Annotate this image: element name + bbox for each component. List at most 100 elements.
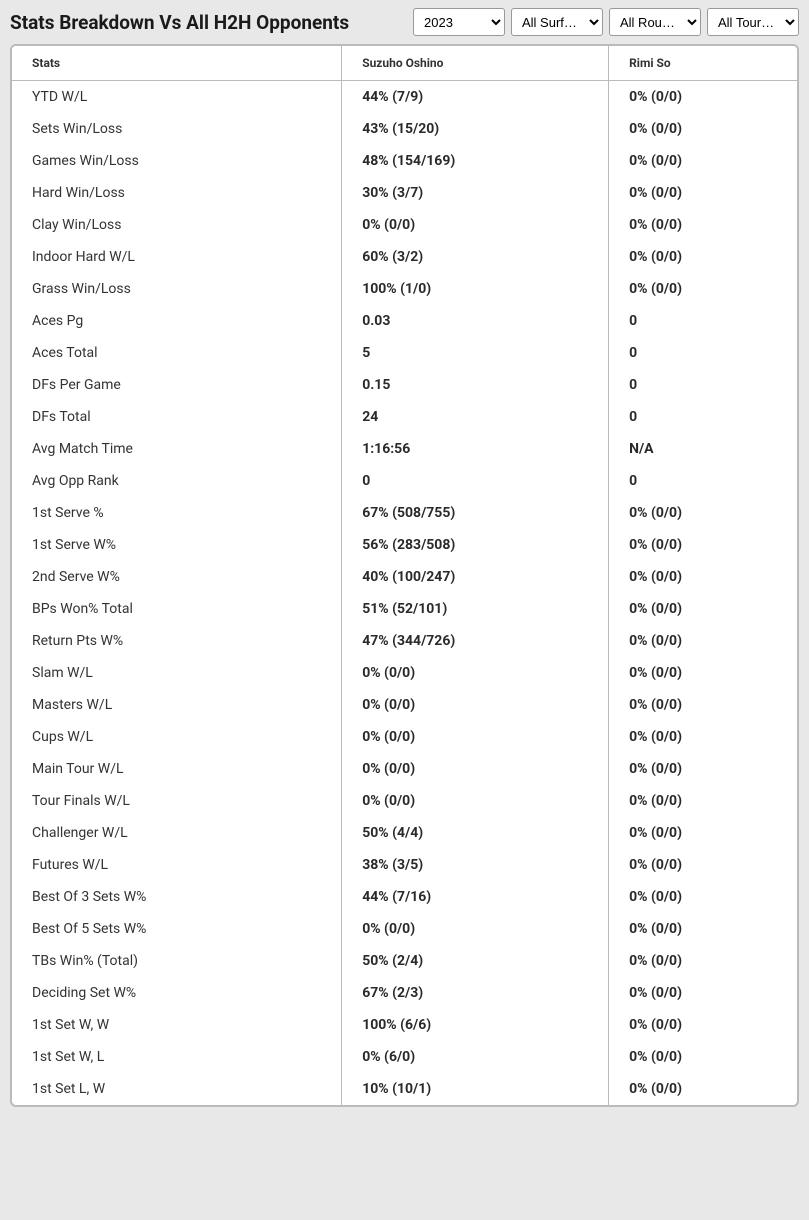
player2-value: 0% (0/0) bbox=[609, 1041, 797, 1073]
stat-label: 1st Set W, L bbox=[12, 1041, 342, 1073]
player2-value: 0% (0/0) bbox=[609, 497, 797, 529]
stat-label: DFs Per Game bbox=[12, 369, 342, 401]
table-row: YTD W/L44% (7/9)0% (0/0) bbox=[12, 81, 797, 114]
table-row: 1st Set W, W100% (6/6)0% (0/0) bbox=[12, 1009, 797, 1041]
stat-label: Best Of 3 Sets W% bbox=[12, 881, 342, 913]
tour-filter[interactable]: All Tour… bbox=[707, 8, 799, 36]
table-row: Best Of 5 Sets W%0% (0/0)0% (0/0) bbox=[12, 913, 797, 945]
table-row: Indoor Hard W/L60% (3/2)0% (0/0) bbox=[12, 241, 797, 273]
stat-label: Slam W/L bbox=[12, 657, 342, 689]
table-header-row: Stats Suzuho Oshino Rimi So bbox=[12, 46, 797, 81]
player2-value: 0% (0/0) bbox=[609, 113, 797, 145]
table-row: Cups W/L0% (0/0)0% (0/0) bbox=[12, 721, 797, 753]
player2-value: 0% (0/0) bbox=[609, 593, 797, 625]
player2-value: 0 bbox=[609, 465, 797, 497]
table-row: Tour Finals W/L0% (0/0)0% (0/0) bbox=[12, 785, 797, 817]
player2-value: N/A bbox=[609, 433, 797, 465]
player2-value: 0% (0/0) bbox=[609, 529, 797, 561]
stat-label: Avg Match Time bbox=[12, 433, 342, 465]
player2-value: 0% (0/0) bbox=[609, 945, 797, 977]
player2-value: 0 bbox=[609, 401, 797, 433]
stat-label: 1st Serve W% bbox=[12, 529, 342, 561]
player1-value: 67% (508/755) bbox=[342, 497, 609, 529]
table-row: 1st Serve W%56% (283/508)0% (0/0) bbox=[12, 529, 797, 561]
table-row: Best Of 3 Sets W%44% (7/16)0% (0/0) bbox=[12, 881, 797, 913]
table-row: BPs Won% Total51% (52/101)0% (0/0) bbox=[12, 593, 797, 625]
player1-value: 67% (2/3) bbox=[342, 977, 609, 1009]
player1-value: 24 bbox=[342, 401, 609, 433]
player1-value: 0% (6/0) bbox=[342, 1041, 609, 1073]
player1-value: 0.03 bbox=[342, 305, 609, 337]
col-header-stats: Stats bbox=[12, 46, 342, 81]
player2-value: 0% (0/0) bbox=[609, 977, 797, 1009]
table-row: Avg Match Time1:16:56N/A bbox=[12, 433, 797, 465]
table-row: 1st Serve %67% (508/755)0% (0/0) bbox=[12, 497, 797, 529]
page-title: Stats Breakdown Vs All H2H Opponents bbox=[10, 11, 349, 34]
stat-label: Aces Pg bbox=[12, 305, 342, 337]
table-row: Games Win/Loss48% (154/169)0% (0/0) bbox=[12, 145, 797, 177]
player2-value: 0% (0/0) bbox=[609, 753, 797, 785]
stat-label: Indoor Hard W/L bbox=[12, 241, 342, 273]
table-row: Avg Opp Rank00 bbox=[12, 465, 797, 497]
player2-value: 0% (0/0) bbox=[609, 817, 797, 849]
player2-value: 0% (0/0) bbox=[609, 145, 797, 177]
player1-value: 47% (344/726) bbox=[342, 625, 609, 657]
table-row: Hard Win/Loss30% (3/7)0% (0/0) bbox=[12, 177, 797, 209]
filter-group: 2023 All Surf… All Rou… All Tour… bbox=[413, 8, 799, 36]
table-row: TBs Win% (Total)50% (2/4)0% (0/0) bbox=[12, 945, 797, 977]
col-header-player2: Rimi So bbox=[609, 46, 797, 81]
player2-value: 0 bbox=[609, 369, 797, 401]
table-row: Slam W/L0% (0/0)0% (0/0) bbox=[12, 657, 797, 689]
table-row: Deciding Set W%67% (2/3)0% (0/0) bbox=[12, 977, 797, 1009]
stat-label: DFs Total bbox=[12, 401, 342, 433]
table-row: DFs Total240 bbox=[12, 401, 797, 433]
player1-value: 43% (15/20) bbox=[342, 113, 609, 145]
stat-label: 1st Set L, W bbox=[12, 1073, 342, 1105]
player2-value: 0% (0/0) bbox=[609, 177, 797, 209]
table-row: DFs Per Game0.150 bbox=[12, 369, 797, 401]
stat-label: Clay Win/Loss bbox=[12, 209, 342, 241]
player2-value: 0% (0/0) bbox=[609, 1009, 797, 1041]
player1-value: 5 bbox=[342, 337, 609, 369]
player1-value: 0% (0/0) bbox=[342, 209, 609, 241]
table-row: Clay Win/Loss0% (0/0)0% (0/0) bbox=[12, 209, 797, 241]
table-row: Sets Win/Loss43% (15/20)0% (0/0) bbox=[12, 113, 797, 145]
stat-label: Deciding Set W% bbox=[12, 977, 342, 1009]
player2-value: 0% (0/0) bbox=[609, 81, 797, 114]
player1-value: 51% (52/101) bbox=[342, 593, 609, 625]
player1-value: 0% (0/0) bbox=[342, 689, 609, 721]
stats-table-container: Stats Suzuho Oshino Rimi So YTD W/L44% (… bbox=[10, 44, 799, 1107]
player2-value: 0% (0/0) bbox=[609, 273, 797, 305]
table-row: Challenger W/L50% (4/4)0% (0/0) bbox=[12, 817, 797, 849]
table-row: 1st Set L, W10% (10/1)0% (0/0) bbox=[12, 1073, 797, 1105]
player2-value: 0 bbox=[609, 337, 797, 369]
stat-label: Avg Opp Rank bbox=[12, 465, 342, 497]
player2-value: 0% (0/0) bbox=[609, 721, 797, 753]
player2-value: 0% (0/0) bbox=[609, 913, 797, 945]
player1-value: 50% (4/4) bbox=[342, 817, 609, 849]
surface-filter[interactable]: All Surf… bbox=[511, 8, 603, 36]
player1-value: 40% (100/247) bbox=[342, 561, 609, 593]
player2-value: 0% (0/0) bbox=[609, 1073, 797, 1105]
stat-label: BPs Won% Total bbox=[12, 593, 342, 625]
player2-value: 0% (0/0) bbox=[609, 241, 797, 273]
year-filter[interactable]: 2023 bbox=[413, 8, 505, 36]
stat-label: Best Of 5 Sets W% bbox=[12, 913, 342, 945]
player2-value: 0% (0/0) bbox=[609, 849, 797, 881]
stat-label: YTD W/L bbox=[12, 81, 342, 114]
player1-value: 0% (0/0) bbox=[342, 657, 609, 689]
player1-value: 0% (0/0) bbox=[342, 721, 609, 753]
table-row: Futures W/L38% (3/5)0% (0/0) bbox=[12, 849, 797, 881]
table-row: Aces Total50 bbox=[12, 337, 797, 369]
player2-value: 0% (0/0) bbox=[609, 625, 797, 657]
stat-label: Aces Total bbox=[12, 337, 342, 369]
stat-label: Sets Win/Loss bbox=[12, 113, 342, 145]
round-filter[interactable]: All Rou… bbox=[609, 8, 701, 36]
table-row: Aces Pg0.030 bbox=[12, 305, 797, 337]
stat-label: Main Tour W/L bbox=[12, 753, 342, 785]
player2-value: 0% (0/0) bbox=[609, 209, 797, 241]
player2-value: 0% (0/0) bbox=[609, 561, 797, 593]
player1-value: 0% (0/0) bbox=[342, 913, 609, 945]
player1-value: 50% (2/4) bbox=[342, 945, 609, 977]
stat-label: Games Win/Loss bbox=[12, 145, 342, 177]
